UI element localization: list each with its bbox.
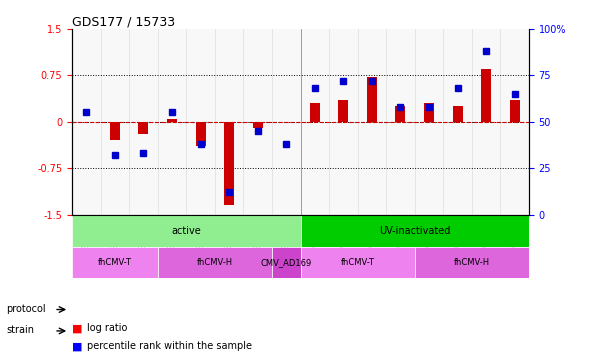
Bar	[510, 100, 520, 122]
Text: log ratio: log ratio	[87, 323, 127, 333]
FancyBboxPatch shape	[157, 247, 272, 278]
Text: CMV_AD169: CMV_AD169	[261, 258, 312, 267]
Bar	[167, 119, 177, 122]
Bar	[424, 103, 434, 122]
Text: fhCMV-H: fhCMV-H	[454, 258, 490, 267]
Text: active: active	[171, 226, 201, 236]
Bar	[224, 122, 234, 205]
Text: fhCMV-H: fhCMV-H	[197, 258, 233, 267]
Text: ■: ■	[72, 323, 82, 333]
Bar	[110, 122, 120, 140]
FancyBboxPatch shape	[300, 247, 415, 278]
Bar	[138, 122, 148, 134]
Text: fhCMV-T: fhCMV-T	[341, 258, 374, 267]
Bar	[338, 100, 349, 122]
FancyBboxPatch shape	[272, 247, 300, 278]
Text: GDS177 / 15733: GDS177 / 15733	[72, 16, 175, 29]
Bar	[310, 103, 320, 122]
Bar	[453, 106, 463, 122]
Bar	[481, 69, 491, 122]
Text: fhCMV-T: fhCMV-T	[98, 258, 132, 267]
Bar	[252, 122, 263, 128]
Text: percentile rank within the sample: percentile rank within the sample	[87, 341, 252, 351]
Text: strain: strain	[6, 325, 34, 335]
FancyBboxPatch shape	[300, 215, 529, 247]
Bar	[395, 106, 406, 122]
Text: UV-inactivated: UV-inactivated	[379, 226, 450, 236]
FancyBboxPatch shape	[72, 247, 157, 278]
Bar	[195, 122, 206, 146]
Bar	[367, 77, 377, 122]
Text: ■: ■	[72, 341, 82, 351]
FancyBboxPatch shape	[72, 215, 300, 247]
Text: protocol: protocol	[6, 304, 46, 314]
FancyBboxPatch shape	[415, 247, 529, 278]
